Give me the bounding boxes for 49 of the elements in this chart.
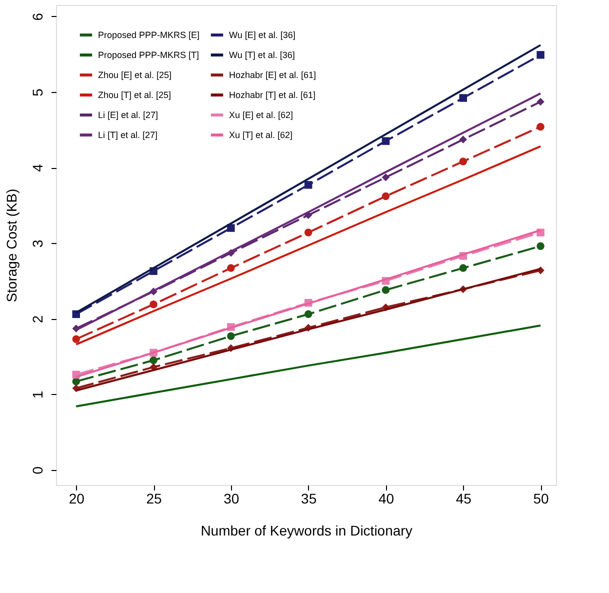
point [536,51,544,59]
point [536,242,544,250]
legend-label: Wu [E] et al. [36] [229,30,296,40]
line-series [75,324,542,408]
x-tick-label: 35 [301,490,317,506]
point [382,286,390,294]
point [227,264,235,272]
point [459,136,467,144]
legend-label: Xu [E] et al. [62] [229,110,294,120]
y-axis-title: Storage Cost (KB) [4,188,20,302]
point [304,181,312,189]
y-tick-label: 3 [30,240,46,248]
legend-label: Proposed PPP-MKRS [E] [98,30,200,40]
legend-label: Xu [T] et al. [62] [229,130,293,140]
y-tick-label: 6 [30,12,46,21]
legend-label: Li [T] et al. [27] [98,130,158,140]
point [72,335,80,343]
point [536,98,544,106]
x-tick-label: 50 [533,490,550,506]
point [382,192,390,200]
y-tick-label: 5 [30,88,46,96]
point [304,228,312,236]
legend-label: Wu [T] et al. [36] [229,50,295,60]
point [459,264,467,272]
y-tick-label: 1 [30,390,46,399]
legend-label: Hozhabr [E] et al. [61] [229,70,316,80]
point [536,122,544,131]
point [459,158,467,166]
point [459,94,467,102]
x-tick-label: 30 [224,490,240,506]
x-tick-label: 40 [378,490,394,506]
point [150,356,158,364]
legend-label: Li [E] et al. [27] [98,110,158,120]
legend-label: Zhou [T] et al. [25] [98,90,172,100]
legend-label: Proposed PPP-MKRS [T] [98,50,200,60]
y-tick-label: 4 [30,164,46,172]
x-tick-label: 25 [146,490,162,506]
legend-label: Hozhabr [T] et al. [61] [229,90,316,100]
point [304,310,312,318]
point [382,173,390,182]
point [227,332,235,340]
x-axis-title: Number of Keywords in Dictionary [200,522,412,538]
x-tick-label: 45 [456,490,472,506]
x-tick-label: 20 [68,490,85,506]
point [150,300,158,308]
y-tick-label: 0 [30,466,46,474]
point [382,137,390,145]
y-tick-label: 2 [30,315,46,324]
legend-label: Zhou [E] et al. [25] [98,70,172,80]
